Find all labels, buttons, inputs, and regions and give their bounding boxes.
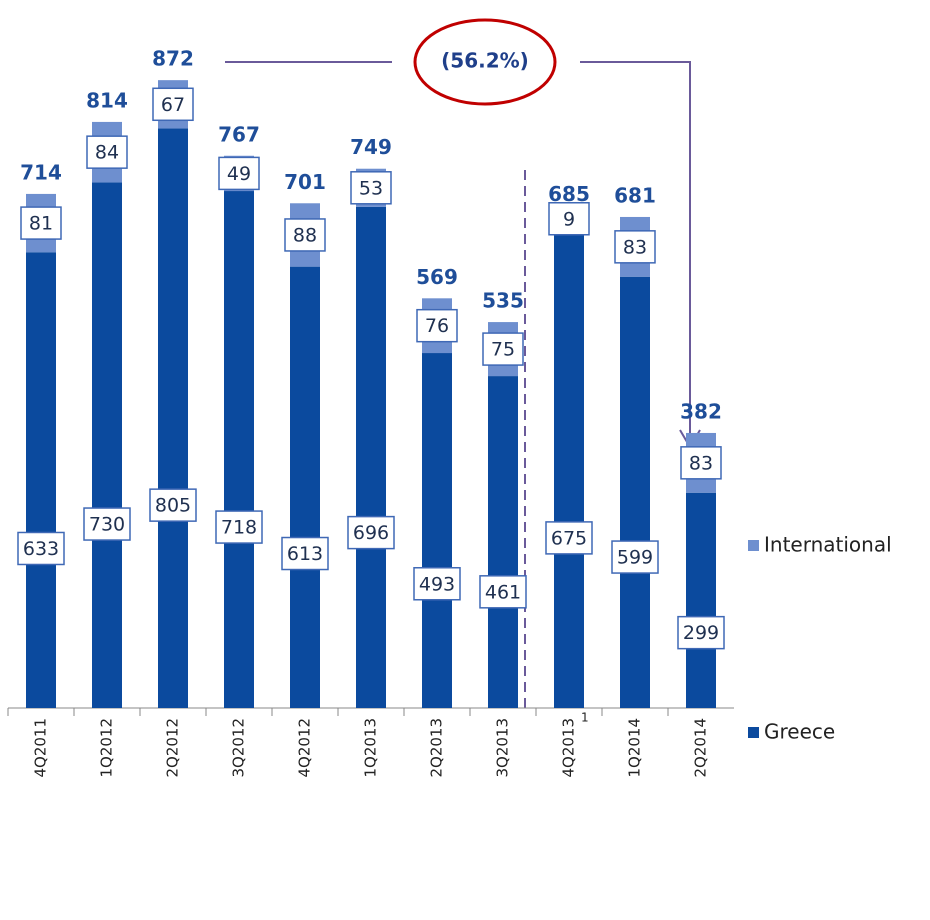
value-label-box	[548, 202, 590, 236]
x-tick-label: 2Q2012	[164, 718, 182, 778]
value-label: 88	[293, 224, 317, 246]
value-label-box	[677, 615, 725, 650]
total-label: 685	[548, 182, 590, 206]
value-label: 718	[221, 517, 257, 539]
value-label-box	[413, 567, 461, 601]
bar-segment	[92, 182, 122, 708]
value-label-box	[17, 531, 65, 566]
highlight-ellipse	[413, 18, 557, 106]
value-label: 76	[425, 315, 449, 337]
value-label: 696	[353, 522, 389, 544]
value-label-box	[416, 308, 458, 343]
value-label: 75	[491, 339, 515, 361]
x-tick-label: 3Q2013	[494, 718, 512, 778]
value-label: 299	[683, 622, 719, 644]
value-label: 83	[689, 452, 713, 474]
value-label-box	[347, 515, 395, 550]
value-label-box	[545, 521, 593, 555]
value-label: 49	[227, 163, 251, 185]
annotation: (56.2%)	[441, 49, 529, 73]
x-tick-label: 2Q2013	[428, 718, 446, 778]
value-label-box	[152, 87, 194, 122]
bar-segment	[488, 376, 518, 708]
arrow-line	[580, 61, 691, 445]
value-label: 599	[617, 547, 653, 569]
total-label: 714	[20, 160, 62, 184]
value-label-box	[482, 332, 524, 366]
bar-segment	[356, 206, 386, 708]
bar-segment	[422, 353, 452, 708]
total-label: 382	[680, 399, 722, 423]
x-tick-label: 4Q2013	[560, 718, 578, 778]
value-label-box	[284, 218, 326, 252]
value-label: 67	[161, 94, 185, 116]
value-label: 493	[419, 573, 455, 595]
bar-segment	[686, 492, 716, 708]
value-label-box	[215, 510, 263, 544]
x-tick-label: 3Q2012	[230, 718, 248, 778]
total-label: 681	[614, 183, 656, 207]
x-tick-label: 2Q2014	[692, 718, 710, 778]
x-tick-label: 4Q2011	[32, 718, 50, 778]
footnote-mark: 1	[581, 711, 589, 725]
x-tick-label: 1Q2013	[362, 718, 380, 778]
value-label-box	[281, 536, 329, 571]
total-label: 814	[86, 88, 128, 112]
legend-label: International	[764, 533, 892, 557]
total-label: 569	[416, 265, 458, 289]
value-label-box	[218, 156, 260, 191]
value-label-box	[149, 488, 197, 522]
value-label: 633	[23, 538, 59, 560]
value-label: 53	[359, 177, 383, 199]
bar-segment	[224, 191, 254, 709]
value-label-box	[83, 507, 131, 541]
value-label: 730	[89, 514, 125, 536]
total-label: 749	[350, 135, 392, 159]
total-label: 872	[152, 47, 194, 71]
bar-segment	[620, 276, 650, 708]
annotation-arrow	[225, 61, 701, 708]
x-tick-label: 1Q2014	[626, 718, 644, 778]
value-label: 9	[563, 208, 575, 230]
bar-segment	[26, 252, 56, 709]
total-label: 535	[482, 289, 524, 313]
value-label-box	[20, 206, 62, 240]
bar-segment	[290, 266, 320, 708]
value-label-box	[614, 230, 656, 264]
value-label: 84	[95, 142, 119, 164]
value-label: 461	[485, 581, 521, 603]
value-label-box	[611, 540, 659, 574]
value-label-box	[350, 171, 392, 205]
value-label: 613	[287, 543, 323, 565]
x-tick-label: 1Q2012	[98, 718, 116, 778]
total-label: 767	[218, 122, 260, 146]
value-label: 805	[155, 495, 191, 517]
legend-swatch	[748, 540, 759, 551]
value-label-box	[86, 135, 128, 169]
value-label-box	[680, 446, 722, 480]
value-label-box	[479, 575, 527, 609]
value-label: 81	[29, 213, 53, 235]
value-label: 83	[623, 236, 647, 258]
legend-label: Greece	[764, 720, 835, 744]
bar-segment	[158, 128, 188, 708]
value-label: 675	[551, 527, 587, 549]
bar-segment	[554, 222, 584, 708]
total-label: 701	[284, 170, 326, 194]
legend-swatch	[748, 727, 759, 738]
x-tick-label: 4Q2012	[296, 718, 314, 778]
